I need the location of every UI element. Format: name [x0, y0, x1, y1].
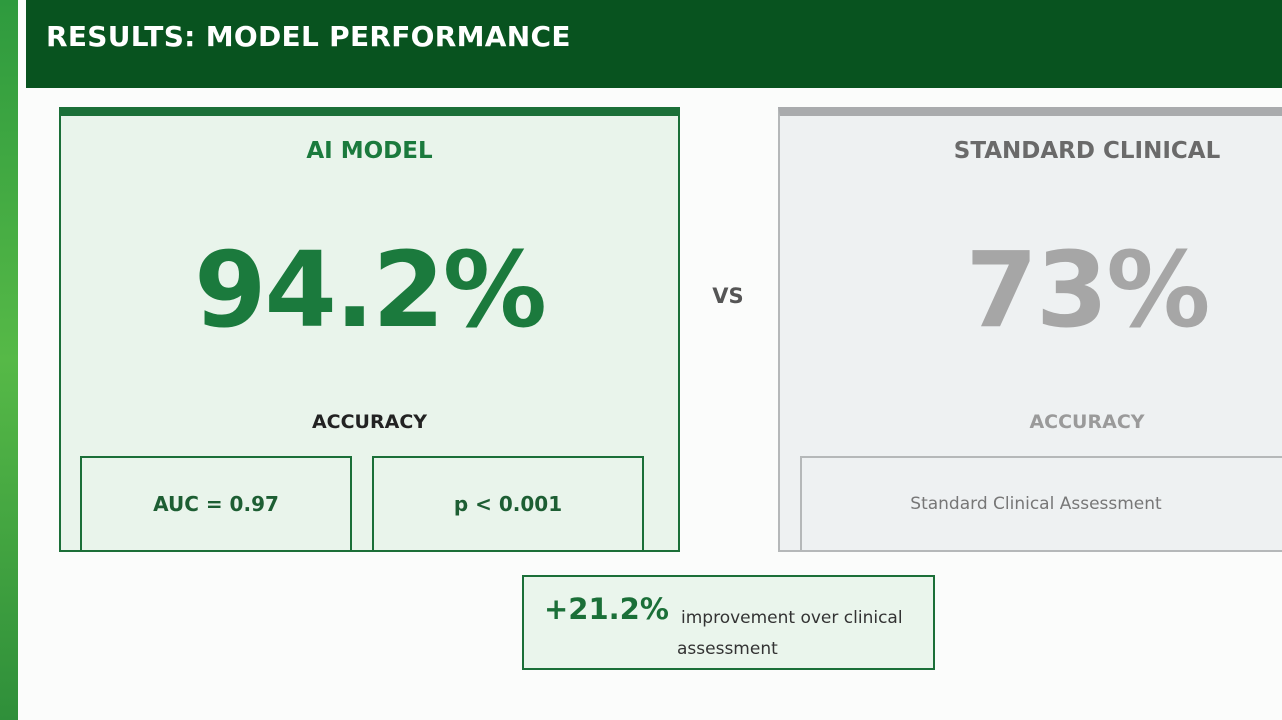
vs-label: VS: [712, 284, 744, 308]
header-bar: [26, 0, 1282, 88]
card-title: STANDARD CLINICAL: [953, 138, 1221, 164]
card-title: AI MODEL: [306, 138, 433, 164]
improvement-text: improvement over clinical assessment: [677, 608, 903, 659]
big-value: 94.2%: [194, 229, 547, 351]
side-strip: [0, 0, 18, 720]
note-text: Standard Clinical Assessment: [910, 494, 1162, 514]
stat-box: AUC = 0.97: [80, 456, 352, 552]
improvement-value: +21.2%: [544, 592, 669, 626]
metric-label: ACCURACY: [1029, 411, 1145, 433]
note-box: Standard Clinical Assessment: [800, 456, 1282, 552]
big-value: 73%: [965, 229, 1211, 351]
improvement-box: [522, 575, 935, 670]
stat-box: p < 0.001: [372, 456, 644, 552]
slide-title: RESULTS: MODEL PERFORMANCE: [46, 20, 571, 53]
metric-label: ACCURACY: [311, 411, 428, 433]
